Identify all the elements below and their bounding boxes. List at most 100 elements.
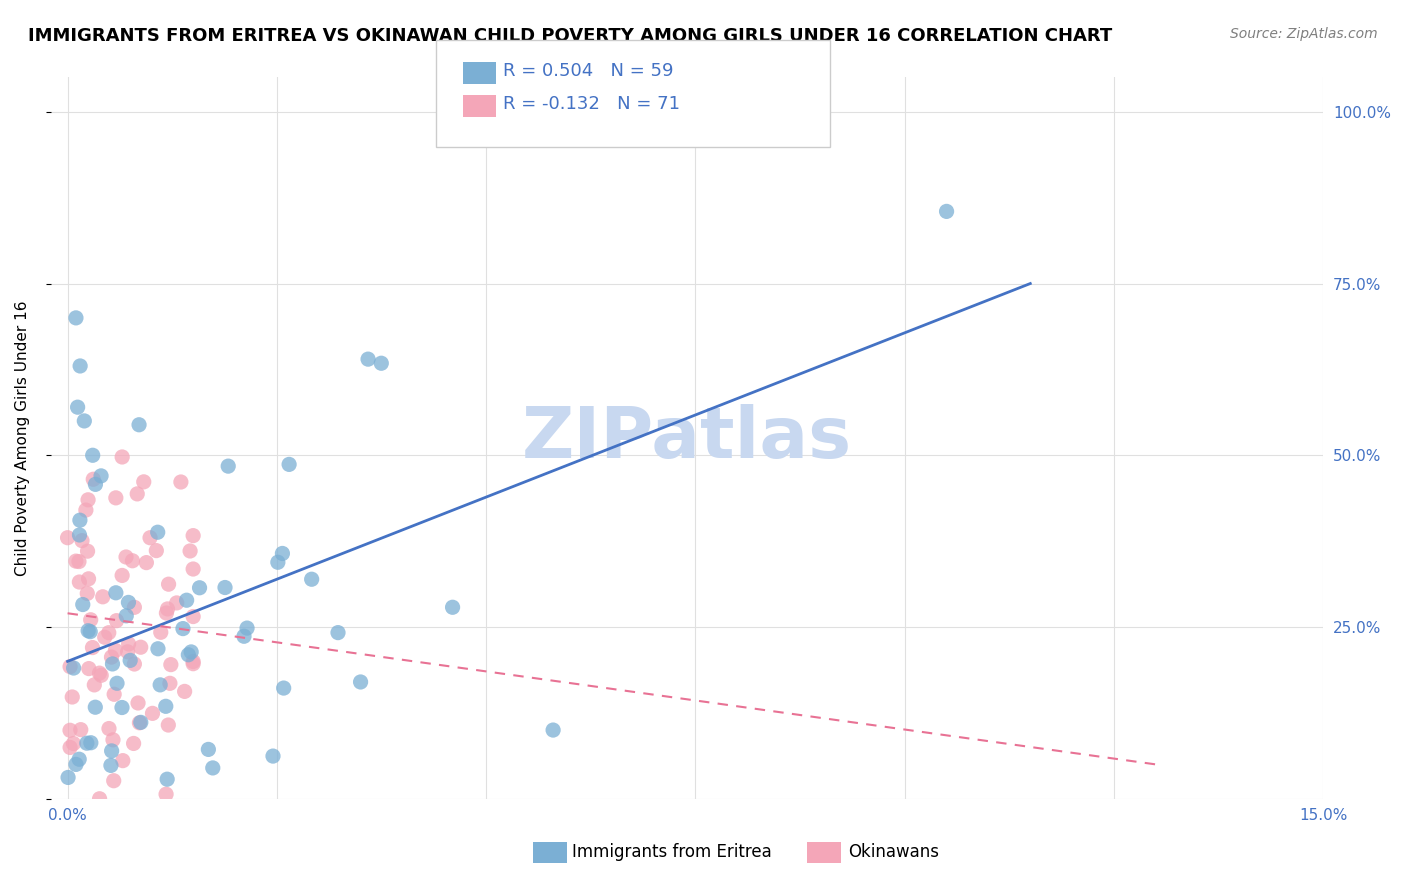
Point bbox=[111, 450, 134, 464]
Point bbox=[139, 531, 162, 545]
Point bbox=[90, 668, 112, 682]
Point bbox=[145, 543, 167, 558]
Point bbox=[60, 690, 83, 704]
Point bbox=[84, 700, 107, 714]
Point bbox=[146, 525, 169, 540]
Point bbox=[82, 448, 104, 462]
Point bbox=[159, 676, 181, 690]
Point bbox=[84, 477, 107, 491]
Point bbox=[370, 356, 392, 370]
Point bbox=[267, 555, 290, 569]
Point bbox=[103, 773, 125, 788]
Point bbox=[146, 641, 169, 656]
Point bbox=[73, 414, 96, 428]
Point bbox=[111, 568, 134, 582]
Point bbox=[141, 706, 163, 721]
Point bbox=[75, 503, 97, 517]
Point bbox=[77, 624, 100, 638]
Point bbox=[76, 586, 98, 600]
Point bbox=[77, 662, 100, 676]
Point bbox=[115, 608, 138, 623]
Point bbox=[59, 723, 82, 738]
Point bbox=[217, 459, 239, 474]
Point bbox=[56, 771, 79, 785]
Point bbox=[236, 621, 259, 635]
Point bbox=[65, 554, 87, 568]
Point bbox=[93, 630, 115, 644]
Point bbox=[67, 574, 90, 589]
Point bbox=[105, 676, 128, 690]
Point bbox=[214, 581, 236, 595]
Text: ZIPatlas: ZIPatlas bbox=[522, 403, 852, 473]
Point bbox=[197, 742, 219, 756]
Point bbox=[111, 754, 134, 768]
Point bbox=[180, 645, 202, 659]
Point bbox=[132, 475, 155, 489]
Point bbox=[129, 640, 152, 655]
Point bbox=[76, 736, 98, 750]
Point bbox=[156, 602, 179, 616]
Point bbox=[69, 723, 91, 737]
Point bbox=[273, 681, 295, 695]
Point bbox=[157, 718, 180, 732]
Text: R = -0.132   N = 71: R = -0.132 N = 71 bbox=[503, 95, 681, 113]
Point bbox=[233, 629, 256, 643]
Point bbox=[76, 544, 98, 558]
Point bbox=[128, 417, 150, 432]
Point bbox=[62, 737, 84, 751]
Point bbox=[117, 595, 139, 609]
Point bbox=[104, 643, 127, 657]
Point bbox=[181, 562, 204, 576]
Point bbox=[149, 678, 172, 692]
Point bbox=[69, 513, 91, 527]
Point bbox=[117, 645, 139, 659]
Point bbox=[935, 204, 957, 219]
Point bbox=[117, 637, 139, 651]
Point bbox=[160, 657, 183, 672]
Point bbox=[349, 675, 371, 690]
Point bbox=[100, 744, 122, 758]
Point bbox=[155, 699, 177, 714]
Point bbox=[89, 666, 111, 681]
Point bbox=[66, 400, 89, 414]
Point bbox=[115, 549, 138, 564]
Point bbox=[83, 678, 105, 692]
Point bbox=[262, 749, 284, 764]
Point bbox=[97, 625, 120, 640]
Point bbox=[69, 528, 91, 542]
Point bbox=[188, 581, 211, 595]
Point bbox=[70, 533, 93, 548]
Text: IMMIGRANTS FROM ERITREA VS OKINAWAN CHILD POVERTY AMONG GIRLS UNDER 16 CORRELATI: IMMIGRANTS FROM ERITREA VS OKINAWAN CHIL… bbox=[28, 27, 1112, 45]
Point bbox=[77, 492, 100, 507]
Y-axis label: Child Poverty Among Girls Under 16: Child Poverty Among Girls Under 16 bbox=[15, 301, 30, 576]
Point bbox=[301, 572, 323, 586]
Point bbox=[149, 625, 172, 640]
Point bbox=[173, 684, 195, 698]
Point bbox=[155, 787, 177, 801]
Point bbox=[67, 555, 90, 569]
Point bbox=[100, 650, 122, 665]
Point bbox=[103, 687, 125, 701]
Point bbox=[80, 736, 103, 750]
Point bbox=[441, 600, 464, 615]
Point bbox=[181, 655, 204, 669]
Point bbox=[122, 736, 145, 750]
Point bbox=[82, 640, 104, 655]
Point bbox=[90, 469, 112, 483]
Point bbox=[176, 593, 198, 607]
Point bbox=[111, 700, 134, 714]
Point bbox=[181, 528, 204, 542]
Point bbox=[121, 554, 143, 568]
Point bbox=[170, 475, 193, 489]
Point bbox=[98, 722, 121, 736]
Point bbox=[82, 472, 104, 486]
Point bbox=[67, 752, 90, 766]
Point bbox=[129, 715, 152, 730]
Point bbox=[181, 657, 204, 671]
Point bbox=[65, 310, 87, 325]
Point bbox=[127, 487, 149, 501]
Point bbox=[100, 758, 122, 772]
Point bbox=[101, 732, 124, 747]
Text: R = 0.504   N = 59: R = 0.504 N = 59 bbox=[503, 62, 673, 80]
Point bbox=[128, 715, 150, 730]
